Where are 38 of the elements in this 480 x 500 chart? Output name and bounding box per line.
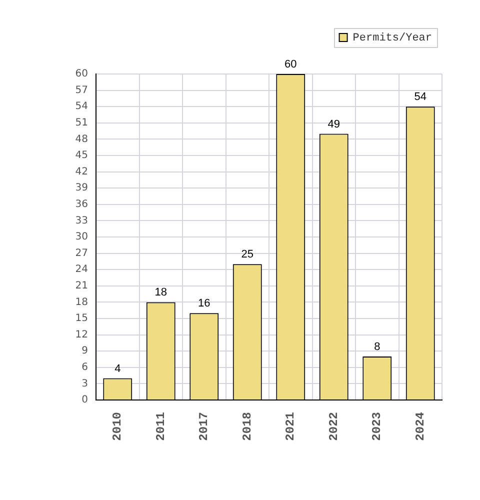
x-tick-label: 2017 bbox=[197, 412, 212, 441]
y-tick-label: 57 bbox=[75, 84, 88, 96]
y-tick-label: 21 bbox=[75, 280, 88, 292]
y-tick-label: 0 bbox=[82, 394, 88, 406]
y-tick-label: 60 bbox=[75, 68, 88, 80]
data-label: 16 bbox=[198, 298, 210, 310]
data-label: 49 bbox=[328, 118, 340, 130]
data-label: 54 bbox=[414, 91, 426, 104]
y-tick-label: 9 bbox=[82, 346, 88, 357]
data-label: 60 bbox=[284, 58, 297, 71]
y-tick-label: 12 bbox=[75, 329, 88, 340]
data-label: 25 bbox=[241, 248, 254, 261]
x-tick-label: 2021 bbox=[284, 412, 298, 441]
y-tick-label: 33 bbox=[75, 215, 88, 226]
y-tick-label: 3 bbox=[82, 378, 88, 390]
x-tick-label: 2010 bbox=[110, 412, 125, 441]
y-tick-label: 54 bbox=[75, 101, 88, 112]
x-tick-label: 2024 bbox=[413, 412, 428, 441]
data-label: 8 bbox=[374, 341, 380, 354]
y-tick-label: 39 bbox=[75, 182, 88, 194]
data-label: 18 bbox=[154, 286, 167, 299]
y-tick-label: 51 bbox=[75, 117, 88, 128]
x-tick-label: 2018 bbox=[240, 412, 254, 441]
data-label: 4 bbox=[114, 362, 121, 375]
y-tick-label: 45 bbox=[75, 150, 88, 162]
y-tick-label: 24 bbox=[75, 264, 88, 276]
y-tick-label: 48 bbox=[75, 134, 88, 145]
legend-label: Permits/Year bbox=[352, 32, 432, 44]
y-tick-label: 18 bbox=[75, 296, 88, 308]
y-tick-label: 30 bbox=[75, 232, 88, 243]
y-tick-label: 42 bbox=[75, 166, 88, 178]
y-tick-label: 36 bbox=[75, 198, 88, 210]
y-tick-label: 27 bbox=[75, 248, 88, 259]
x-tick-label: 2011 bbox=[154, 412, 168, 441]
x-tick-label: 2022 bbox=[326, 412, 341, 441]
x-tick-label: 2023 bbox=[370, 412, 384, 441]
y-tick-label: 15 bbox=[75, 313, 88, 324]
y-tick-label: 6 bbox=[82, 362, 88, 373]
